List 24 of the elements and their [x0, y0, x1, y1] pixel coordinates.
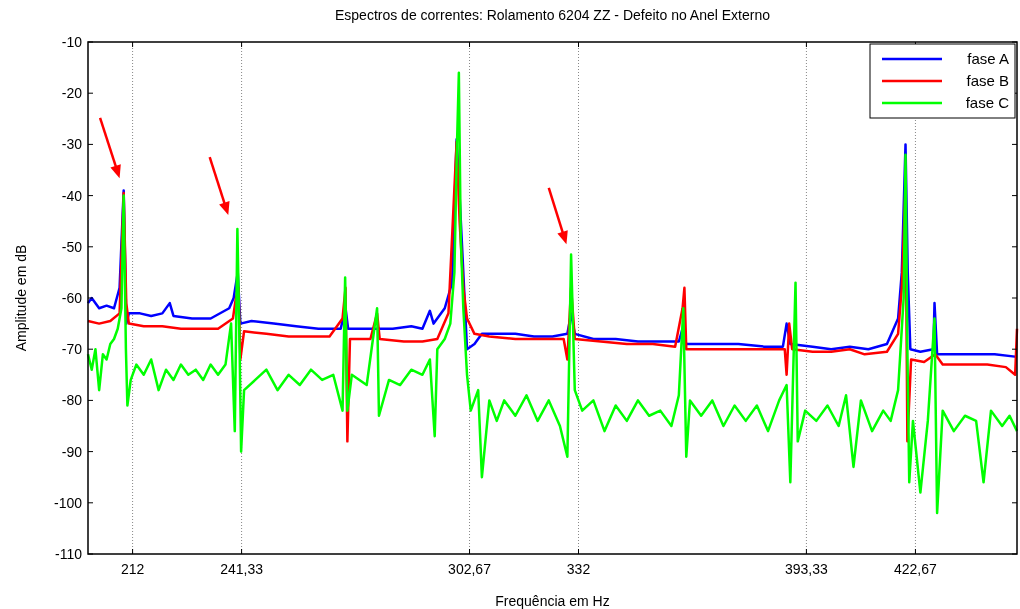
x-axis-title: Frequência em Hz — [495, 593, 610, 609]
y-tick-label: -30 — [61, 136, 83, 153]
y-tick-label: -70 — [61, 341, 83, 358]
y-tick-label: -40 — [61, 187, 83, 204]
y-axis-title: Amplitude em dB — [13, 244, 29, 352]
chart-title: Espectros de correntes: Rolamento 6204 ZZ - Defeito no Anel Externo — [334, 7, 771, 23]
x-tick-label: 302,67 — [448, 561, 492, 577]
x-tick-label: 332 — [566, 561, 591, 577]
legend-label: fase B — [966, 72, 1009, 89]
x-tick-label: 212 — [120, 561, 145, 577]
y-tick-label: -80 — [61, 392, 83, 409]
x-tick-label: 393,33 — [785, 561, 829, 577]
y-tick-label: -10 — [61, 34, 83, 50]
y-tick-label: -110 — [55, 546, 83, 562]
x-tick-label: 422,67 — [894, 561, 938, 577]
x-tick-label: 241,33 — [220, 561, 264, 577]
legend-label: fase C — [965, 94, 1010, 111]
y-tick-label: -90 — [61, 443, 83, 460]
legend-label: fase A — [967, 50, 1009, 67]
line-series — [86, 71, 1019, 515]
y-tick-label: -50 — [61, 238, 83, 255]
y-tick-label: -60 — [61, 290, 83, 306]
y-tick-label: -20 — [61, 85, 83, 102]
y-tick-label: -100 — [53, 494, 83, 511]
